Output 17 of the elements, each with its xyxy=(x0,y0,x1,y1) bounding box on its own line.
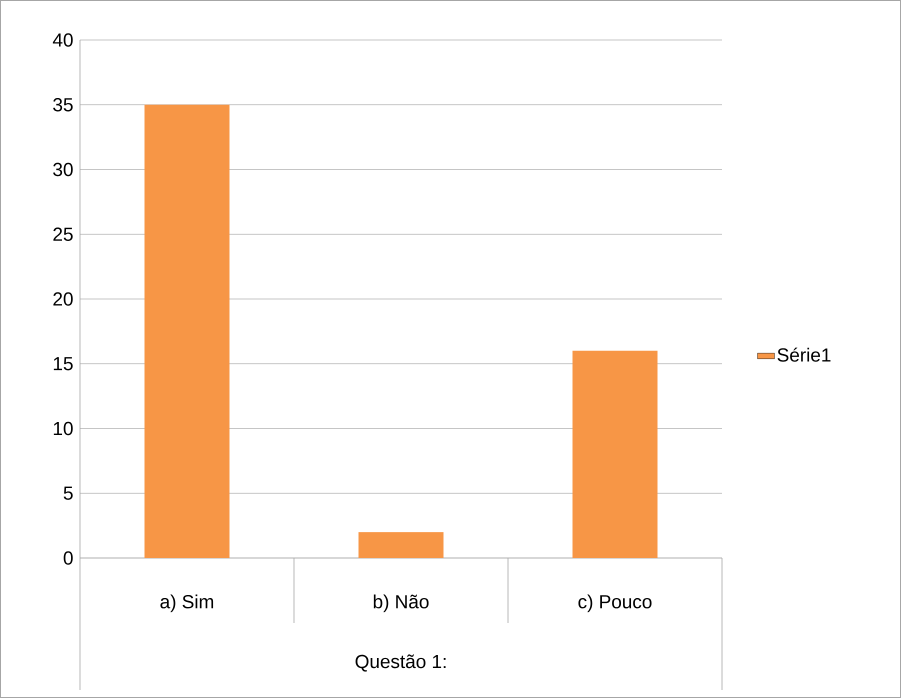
x-axis-title: Questão 1: xyxy=(356,654,446,672)
bar xyxy=(358,532,444,558)
y-tick-label: 0 xyxy=(64,551,73,565)
y-tick-label: 40 xyxy=(52,33,73,47)
legend-label: Série1 xyxy=(778,348,830,362)
y-tick-label: 10 xyxy=(54,422,73,436)
x-tick-label: a) Sim xyxy=(160,594,214,612)
y-tick-label: 15 xyxy=(54,357,73,370)
bar xyxy=(144,104,230,558)
y-tick-label: 30 xyxy=(53,162,73,176)
y-tick-label: 5 xyxy=(64,486,73,500)
y-tick-label: 35 xyxy=(53,98,73,112)
x-tick-label: b) Não xyxy=(374,594,429,612)
x-tick-label: c) Pouco xyxy=(578,594,652,612)
y-tick-label: 20 xyxy=(53,292,73,306)
y-tick-label: 25 xyxy=(53,228,73,241)
bar xyxy=(572,350,658,558)
